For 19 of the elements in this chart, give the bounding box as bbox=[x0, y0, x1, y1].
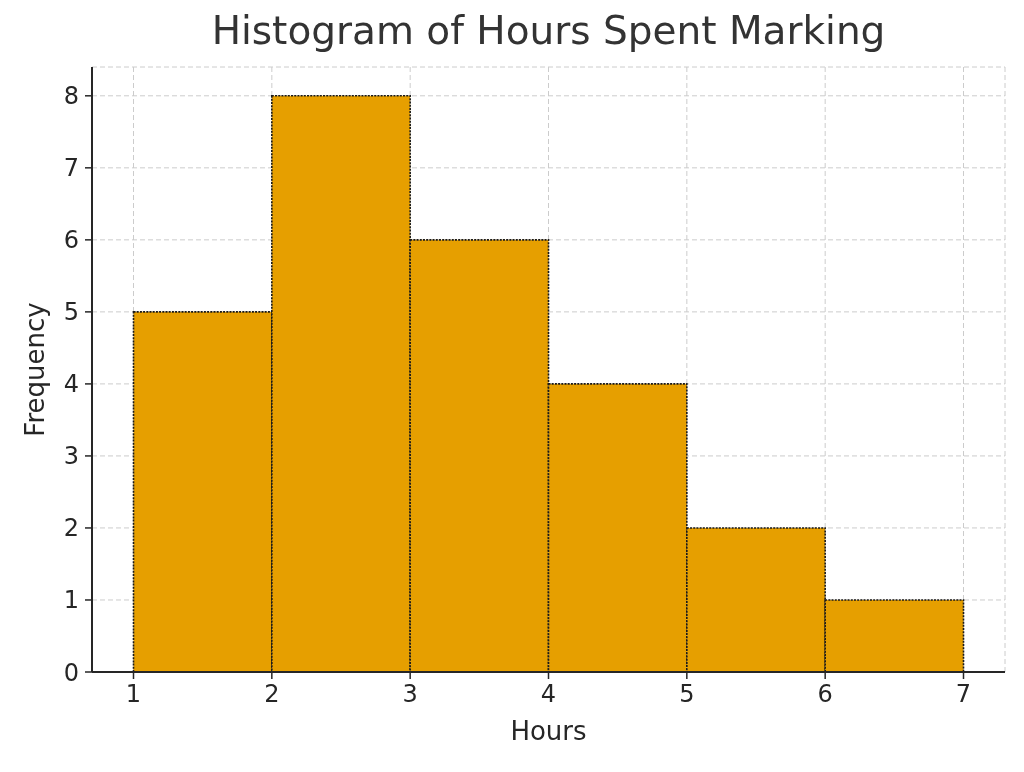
y-tick-label: 2 bbox=[63, 514, 79, 543]
x-axis-title: Hours bbox=[510, 716, 587, 746]
chart-title: Histogram of Hours Spent Marking bbox=[210, 8, 887, 53]
x-tick-label: 6 bbox=[817, 680, 833, 709]
y-tick-label: 1 bbox=[63, 586, 79, 615]
x-tick-label: 1 bbox=[125, 680, 142, 709]
y-tick-label: 5 bbox=[63, 298, 79, 327]
x-tick-label: 5 bbox=[679, 680, 695, 709]
y-tick-label: 4 bbox=[63, 370, 79, 399]
y-tick-label: 6 bbox=[63, 226, 79, 255]
x-tick-label: 2 bbox=[264, 680, 280, 709]
y-axis-title: Frequency bbox=[20, 302, 50, 437]
y-tick-label: 8 bbox=[63, 82, 79, 111]
y-tick-label: 0 bbox=[63, 658, 79, 687]
x-tick-label: 3 bbox=[402, 680, 418, 709]
x-tick-label: 4 bbox=[540, 680, 557, 709]
y-tick-label: 7 bbox=[63, 154, 79, 183]
x-tick-label: 7 bbox=[955, 680, 972, 709]
y-tick-label: 3 bbox=[63, 442, 79, 471]
